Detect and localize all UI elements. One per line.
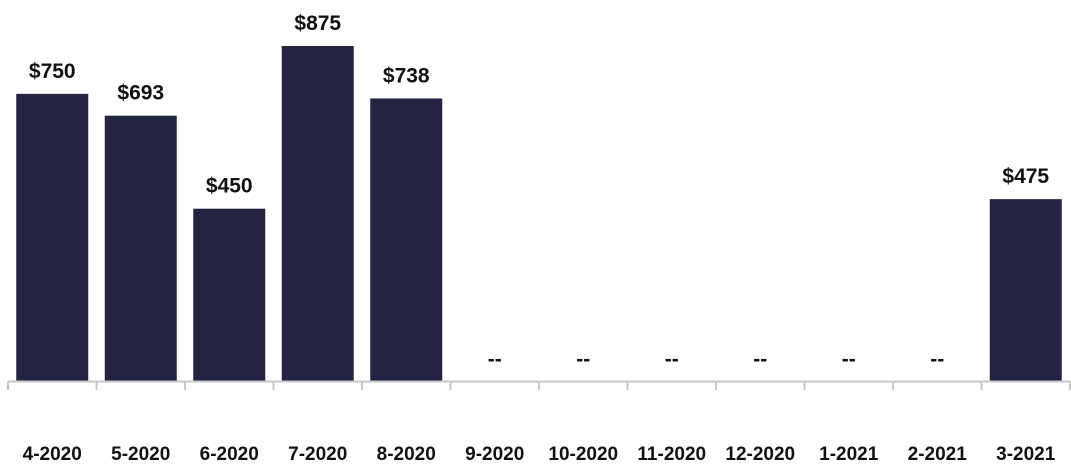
data-labels-group: $750 $693 $450 $875 $738 -- -- -- -- -- -- $475 bbox=[29, 12, 1050, 371]
x-tick-label-5-2020: 5-2020 bbox=[111, 444, 170, 465]
data-label-3-2021: $475 bbox=[1002, 165, 1049, 188]
data-label-7-2020: $875 bbox=[294, 12, 341, 35]
data-label-12-2020: -- bbox=[753, 348, 767, 371]
data-label-10-2020: -- bbox=[576, 348, 590, 371]
data-label-4-2020: $750 bbox=[29, 60, 76, 83]
x-tick-label-11-2020: 11-2020 bbox=[637, 444, 706, 465]
x-tick-label-12-2020: 12-2020 bbox=[725, 444, 795, 465]
x-tick-label-7-2020: 7-2020 bbox=[288, 444, 347, 465]
x-tick-label-4-2020: 4-2020 bbox=[23, 444, 82, 465]
bar-7-2020 bbox=[281, 46, 354, 381]
x-tick-label-3-2021: 3-2021 bbox=[996, 444, 1056, 465]
bar-3-2021 bbox=[989, 199, 1062, 381]
bars-group bbox=[16, 46, 1062, 382]
x-axis-tick-labels-group: 4-2020 5-2020 6-2020 7-2020 8-2020 9-2020 10-2… bbox=[23, 444, 1056, 465]
data-label-5-2020: $693 bbox=[117, 82, 164, 105]
data-label-1-2021: -- bbox=[842, 348, 856, 371]
bar-6-2020 bbox=[193, 208, 266, 381]
bar-4-2020 bbox=[16, 93, 89, 381]
data-label-6-2020: $450 bbox=[206, 175, 253, 198]
x-tick-label-9-2020: 9-2020 bbox=[465, 444, 524, 465]
x-tick-label-1-2021: 1-2021 bbox=[819, 444, 879, 465]
data-label-9-2020: -- bbox=[488, 348, 502, 371]
x-axis-ticks-group bbox=[7, 381, 1071, 390]
bar-5-2020 bbox=[104, 115, 177, 382]
data-label-8-2020: $738 bbox=[383, 64, 430, 87]
x-tick-label-6-2020: 6-2020 bbox=[200, 444, 259, 465]
bar-8-2020 bbox=[370, 98, 443, 382]
x-tick-label-2-2021: 2-2021 bbox=[908, 444, 968, 465]
data-label-2-2021: -- bbox=[930, 348, 944, 371]
x-tick-label-10-2020: 10-2020 bbox=[548, 444, 618, 465]
x-tick-label-8-2020: 8-2020 bbox=[377, 444, 436, 465]
data-label-11-2020: -- bbox=[665, 348, 679, 371]
